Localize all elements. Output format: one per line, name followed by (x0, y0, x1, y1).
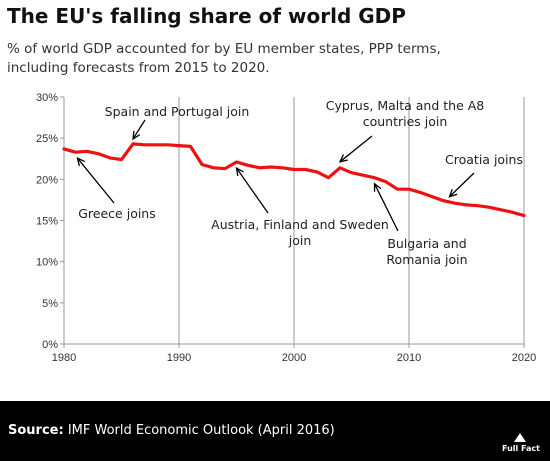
y-tick-label: 30% (36, 92, 58, 104)
footer-bar: Source: IMF World Economic Outlook (Apri… (0, 401, 550, 461)
annotation-label: join (288, 233, 312, 248)
series-line-0 (62, 142, 526, 218)
source-text: IMF World Economic Outlook (April 2016) (63, 423, 335, 438)
annotation-4-arrowhead (373, 182, 382, 192)
y-tick-label: 5% (42, 298, 58, 310)
chart-title: The EU's falling share of world GDP (7, 4, 406, 28)
annotation-3-leader (339, 135, 373, 163)
x-tick-label: 1990 (167, 352, 191, 364)
annotation-label: Croatia joins (445, 152, 523, 167)
chart-subtitle: % of world GDP accounted for by EU membe… (7, 40, 547, 78)
annotation-0-leader (132, 119, 146, 140)
logo-text: Full Fact (502, 444, 540, 453)
y-tick-label: 25% (36, 133, 58, 145)
subtitle-line-2: including forecasts from 2015 to 2020. (7, 60, 270, 76)
annotation-1-leader (76, 157, 115, 204)
source-note: Source: IMF World Economic Outlook (Apri… (8, 423, 335, 438)
subtitle-line-1: % of world GDP accounted for by EU membe… (7, 41, 441, 57)
annotation-0-arrowhead (132, 130, 141, 141)
annotation-label: Spain and Portugal join (105, 104, 250, 119)
x-tick-label: 2020 (512, 352, 536, 364)
annotation-label: Romania join (386, 252, 467, 267)
annotation-5-leader (449, 172, 475, 198)
y-tick-label: 20% (36, 174, 58, 186)
annotation-2-leader (235, 167, 269, 214)
y-tick-label: 0% (42, 339, 58, 351)
annotation-label: countries join (363, 114, 448, 129)
annotation-label: Austria, Finland and Sweden (211, 217, 389, 232)
logo-mark-icon (514, 433, 526, 442)
y-tick-label: 15% (36, 216, 58, 228)
annotation-label: Cyprus, Malta and the A8 (326, 98, 485, 113)
annotation-5-arrowhead (448, 189, 458, 198)
x-tick-label: 2010 (397, 352, 421, 364)
annotation-4-leader (373, 183, 399, 232)
chart-area: 0% 5% 10% 15% 20% 25% 30% 1980 1990 2000 2010 2020 S… (0, 85, 550, 385)
x-tick-label: 1980 (52, 352, 76, 364)
x-tick-label: 2000 (282, 352, 306, 364)
annotation-label: Greece joins (78, 206, 156, 221)
y-tick-label: 10% (36, 257, 58, 269)
annotation-3-arrowhead (338, 154, 348, 163)
annotation-2-arrowhead (235, 166, 244, 177)
annotation-label: Bulgaria and (387, 236, 466, 251)
full-fact-logo: Full Fact (500, 423, 540, 453)
annotation-1-arrowhead (76, 157, 86, 167)
source-label: Source: (8, 423, 64, 438)
line-chart: 0% 5% 10% 15% 20% 25% 30% 1980 1990 2000 2010 2020 S… (36, 92, 536, 364)
